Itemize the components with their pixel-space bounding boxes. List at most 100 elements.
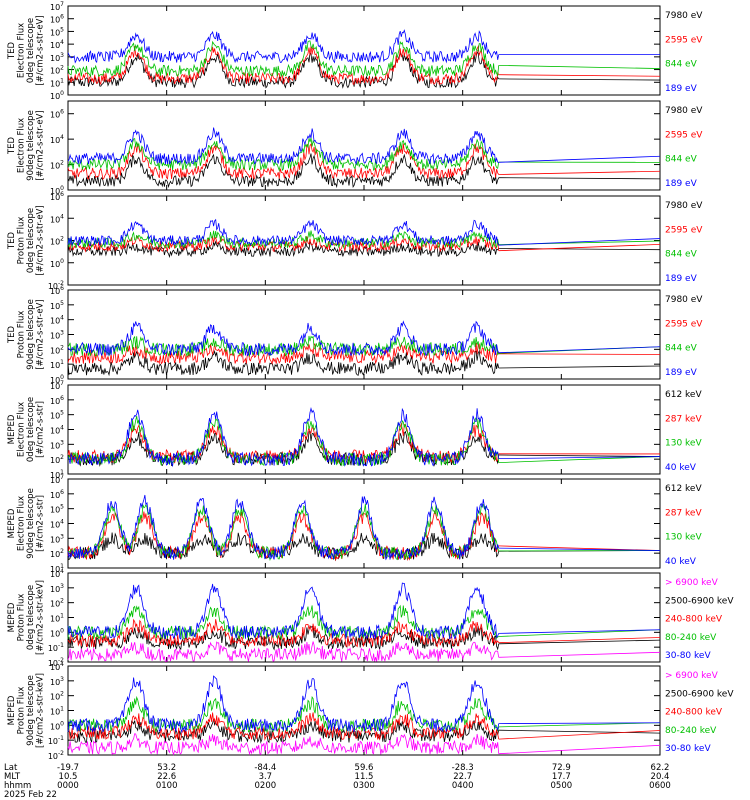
series-line xyxy=(67,335,500,358)
y-tick-label: 106 xyxy=(50,395,64,406)
series-line xyxy=(67,406,500,468)
lat-row-label: Lat xyxy=(4,763,18,773)
legend-label: 40 keV xyxy=(665,557,697,567)
legend-label: 2500-6900 keV xyxy=(665,596,734,606)
series-line xyxy=(67,153,500,189)
series-gap-line xyxy=(498,65,661,69)
y-tick-label: 100 xyxy=(50,185,64,196)
y-tick-label: 102 xyxy=(50,691,64,702)
y-axis-title: TEDElectron Flux0deg telescope[#/cm2-s-s… xyxy=(7,15,46,85)
y-tick-label: 106 xyxy=(50,489,64,500)
y-tick-label: 101 xyxy=(50,706,64,717)
series-gap-line xyxy=(498,722,661,724)
legend-label: 2595 eV xyxy=(665,130,703,140)
y-tick-label: 104 xyxy=(50,519,64,530)
y-axis-title: TEDProton Flux0deg telescope[#/cm2-s-str… xyxy=(7,205,46,275)
y-tick-label: 100 xyxy=(50,720,64,731)
y-tick-label: 101 xyxy=(50,359,64,370)
series-line xyxy=(67,712,500,741)
y-tick-label: 105 xyxy=(50,504,64,515)
y-tick-label: 104 xyxy=(50,39,64,50)
series-gap-line xyxy=(498,170,661,175)
series-line xyxy=(67,127,499,166)
y-tick-label: 106 xyxy=(50,191,64,202)
flux-panel-6: 101 102 103 104 105 106 107 MEPEDElectron Flux9… xyxy=(7,474,702,574)
x-lat-label: 62.2 xyxy=(651,763,670,773)
y-tick-label: 10-2 xyxy=(48,750,64,761)
x-mlt-label: 3.7 xyxy=(259,772,273,782)
legend-label: 2595 eV xyxy=(665,35,703,45)
y-tick-label: 102 xyxy=(50,548,64,559)
y-tick-label: 103 xyxy=(50,583,64,594)
y-tick-label: 104 xyxy=(50,425,64,436)
series-gap-line xyxy=(498,722,661,728)
legend-label: 240-800 keV xyxy=(665,615,723,625)
series-gap-line xyxy=(498,454,661,457)
y-tick-label: 102 xyxy=(50,160,64,171)
y-tick-label: 102 xyxy=(50,236,64,247)
y-tick-label: 102 xyxy=(50,454,64,465)
series-gap-line xyxy=(498,248,661,251)
x-mlt-label: 22.6 xyxy=(157,772,176,782)
y-tick-label: 102 xyxy=(50,65,64,76)
legend-label: 2595 eV xyxy=(665,225,703,235)
y-tick-label: 103 xyxy=(50,533,64,544)
y-tick-label: 104 xyxy=(50,213,64,224)
legend-label: 7980 eV xyxy=(665,201,703,211)
y-tick-label: 103 xyxy=(50,676,64,687)
x-hhmm-label: 0000 xyxy=(57,781,79,791)
y-axis-title: TEDProton Flux90deg telescope[#/cm2-s-st… xyxy=(7,299,46,370)
legend-label: 40 keV xyxy=(665,463,697,473)
series-line xyxy=(67,218,500,247)
series-line xyxy=(67,416,500,467)
series-line xyxy=(67,641,500,663)
y-tick-label: 101 xyxy=(50,77,64,88)
series-line xyxy=(67,240,500,259)
series-line xyxy=(67,29,500,64)
x-hhmm-label: 0100 xyxy=(156,781,178,791)
series-line xyxy=(67,503,500,562)
series-line xyxy=(67,675,500,734)
y-tick-label: 10-2 xyxy=(48,657,64,668)
series-line xyxy=(67,40,500,78)
series-line xyxy=(67,733,500,756)
series-line xyxy=(67,142,500,180)
y-tick-label: 103 xyxy=(50,439,64,450)
series-line xyxy=(67,230,500,250)
x-hhmm-label: 0600 xyxy=(649,781,671,791)
legend-label: > 6900 keV xyxy=(665,671,719,681)
series-line xyxy=(67,320,500,357)
x-mlt-label: 17.7 xyxy=(552,772,571,782)
legend-label: 189 eV xyxy=(665,368,698,378)
y-axis-title: MEPEDProton Flux0deg telescope[#/cm2-s-s… xyxy=(7,580,46,655)
series-gap-line xyxy=(498,637,661,644)
y-tick-label: 100 xyxy=(50,258,64,269)
series-line xyxy=(67,582,500,641)
series-line xyxy=(67,695,500,734)
y-axis-title: MEPEDProton Flux90deg telescope[#/cm2-s-… xyxy=(7,673,46,748)
series-gap-line xyxy=(498,346,661,354)
legend-label: 2500-6900 keV xyxy=(665,689,734,699)
legend-label: 612 keV xyxy=(665,390,702,400)
x-mlt-label: 20.4 xyxy=(651,772,670,782)
y-tick-label: 107 xyxy=(50,380,64,391)
y-axis-title: TEDElectron Flux90deg telescope[#/cm2-s-… xyxy=(7,110,46,181)
x-lat-label: 59.6 xyxy=(355,763,374,773)
series-gap-line xyxy=(498,730,661,740)
series-gap-line xyxy=(498,155,661,163)
legend-label: 189 eV xyxy=(665,274,698,284)
legend-label: 2595 eV xyxy=(665,319,703,329)
series-line xyxy=(67,718,500,744)
x-lat-label: 53.2 xyxy=(157,763,176,773)
series-gap-line xyxy=(498,744,661,755)
series-gap-line xyxy=(498,629,661,637)
y-tick-label: 102 xyxy=(50,344,64,355)
y-tick-label: 105 xyxy=(50,410,64,421)
legend-label: 7980 eV xyxy=(665,295,703,305)
series-line xyxy=(67,604,499,641)
y-tick-label: 100 xyxy=(50,374,64,385)
x-lat-label: 72.9 xyxy=(552,763,571,773)
